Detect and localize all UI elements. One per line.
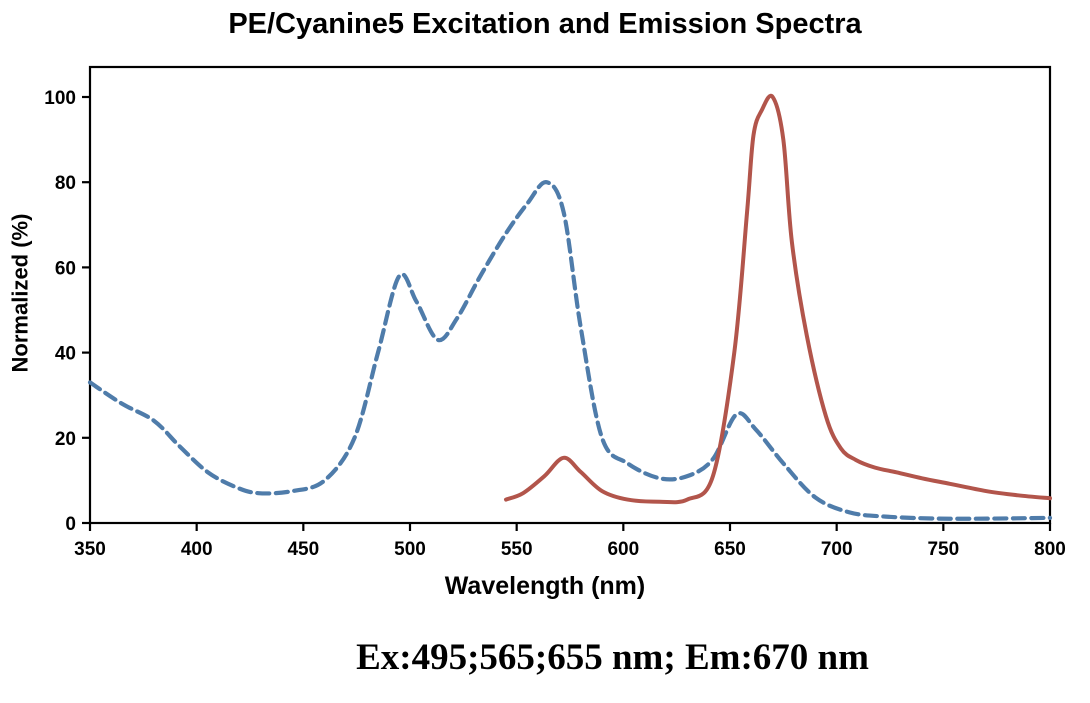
svg-text:350: 350	[74, 539, 106, 560]
svg-text:800: 800	[1034, 539, 1066, 560]
svg-text:650: 650	[714, 539, 746, 560]
svg-text:550: 550	[501, 539, 533, 560]
svg-text:750: 750	[927, 539, 959, 560]
svg-text:100: 100	[44, 88, 76, 109]
svg-text:80: 80	[55, 173, 76, 194]
svg-text:60: 60	[55, 258, 76, 279]
svg-text:700: 700	[821, 539, 853, 560]
svg-text:600: 600	[607, 539, 639, 560]
svg-text:20: 20	[55, 429, 76, 450]
svg-text:40: 40	[55, 344, 76, 365]
svg-text:450: 450	[287, 539, 319, 560]
svg-text:500: 500	[394, 539, 426, 560]
svg-text:400: 400	[181, 539, 213, 560]
svg-text:0: 0	[65, 514, 76, 535]
